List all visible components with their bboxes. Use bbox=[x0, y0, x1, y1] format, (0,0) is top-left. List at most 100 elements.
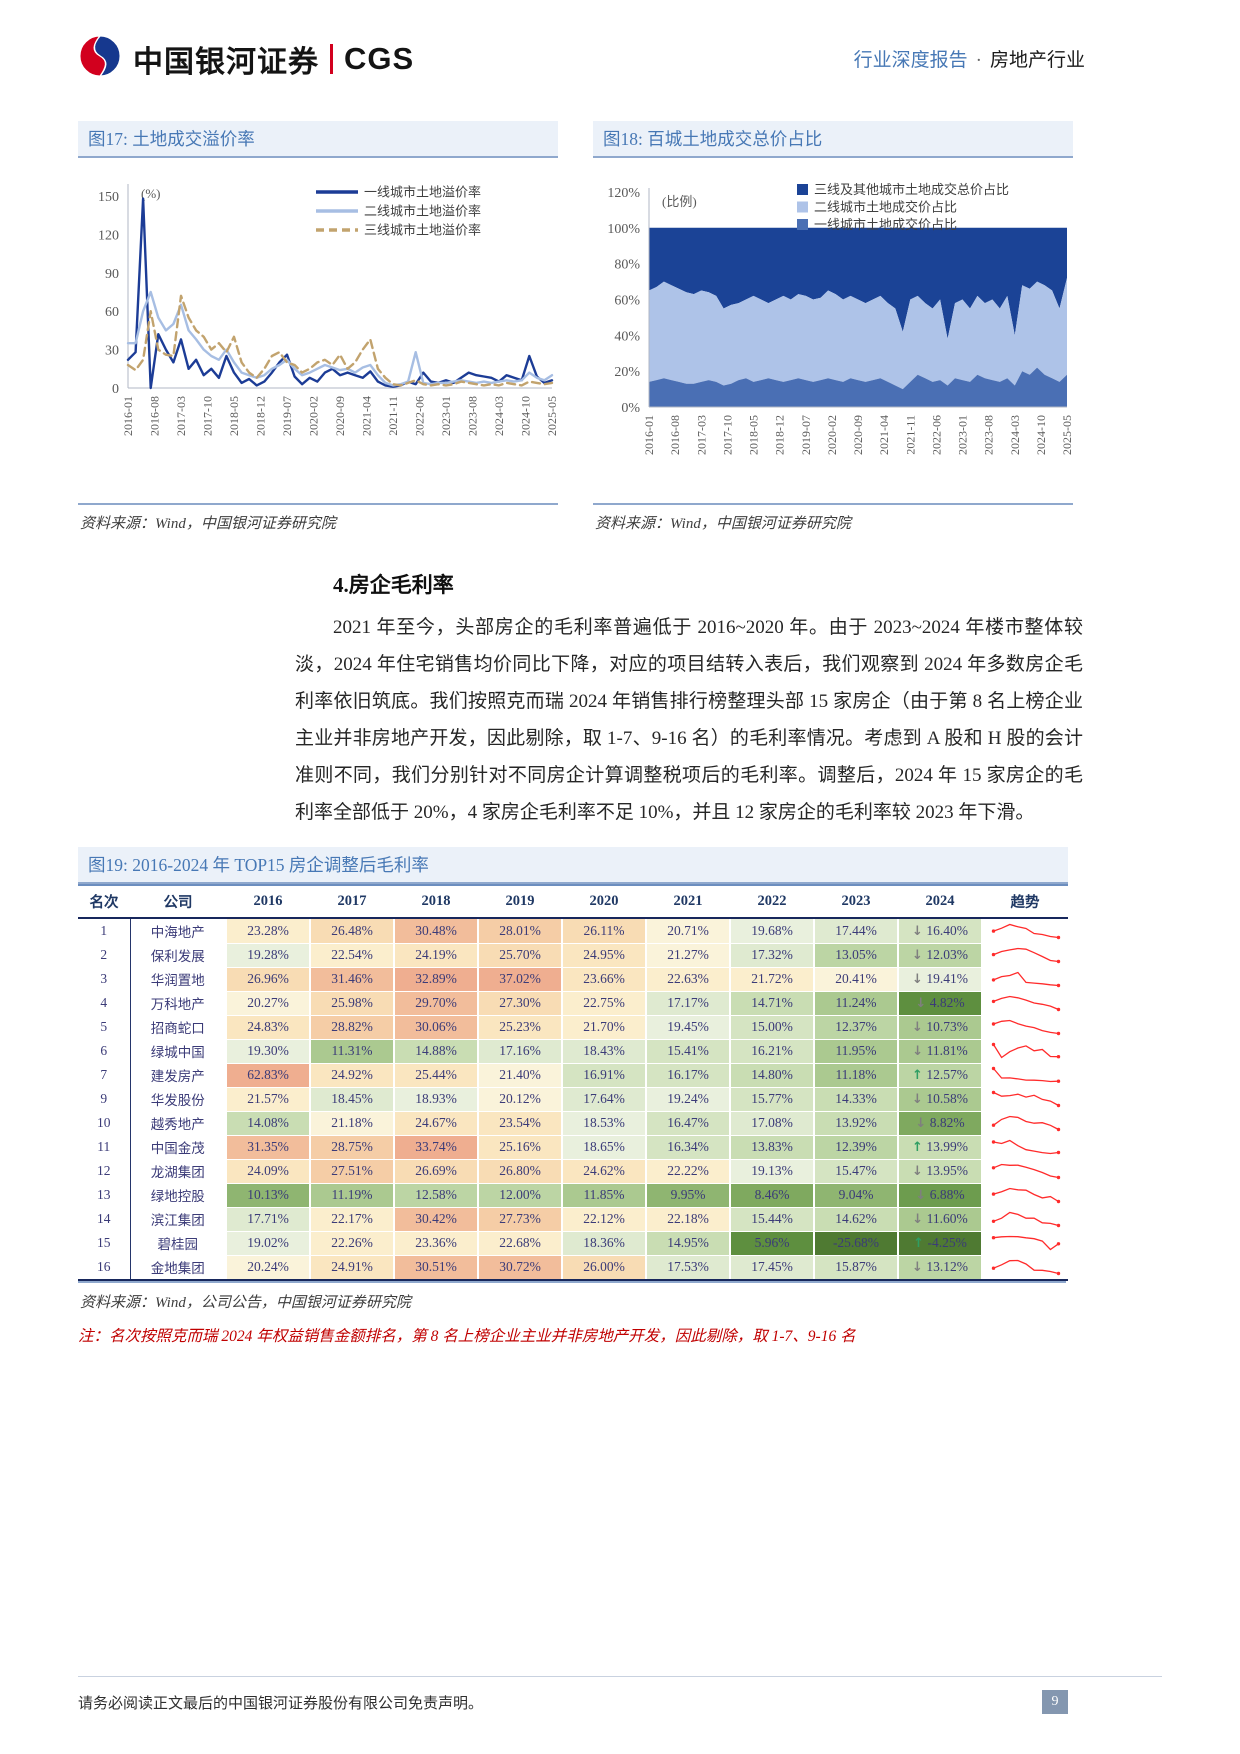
doc-type: 行业深度报告 bbox=[853, 50, 968, 71]
svg-text:0: 0 bbox=[112, 382, 119, 397]
margin-value-cell: 23.36% bbox=[393, 1231, 479, 1256]
margin-value-cell: 15.44% bbox=[729, 1207, 815, 1232]
margin-value-cell: 8.46% bbox=[729, 1183, 815, 1208]
margin-value-cell: 17.16% bbox=[477, 1039, 563, 1064]
figure-17-source: 资料来源：Wind，中国银河证券研究院 bbox=[78, 503, 558, 533]
trend-sparkline bbox=[991, 1211, 1060, 1228]
margin-value-cell: 26.00% bbox=[561, 1255, 647, 1281]
svg-text:2023-01: 2023-01 bbox=[956, 415, 970, 455]
margin-value-cell: ↓ 16.40% bbox=[897, 918, 983, 944]
fig18-area-chart: 0% 20% 40% 60% 80% 100% 120% (比例) 2016-01 2016-08… bbox=[593, 158, 1074, 503]
trend-cell bbox=[982, 1015, 1068, 1039]
margin-value-cell: 17.45% bbox=[729, 1255, 815, 1281]
rank-cell: 4 bbox=[78, 991, 131, 1015]
svg-text:一线城市土地溢价率: 一线城市土地溢价率 bbox=[364, 185, 481, 200]
trend-sparkline bbox=[991, 1090, 1060, 1108]
svg-text:150: 150 bbox=[98, 190, 119, 205]
margin-value-cell: 17.64% bbox=[561, 1087, 647, 1112]
margin-value-cell: 17.32% bbox=[729, 943, 815, 968]
trend-cell bbox=[982, 1087, 1068, 1111]
svg-text:2017-03: 2017-03 bbox=[694, 415, 708, 455]
trend-down-icon: ↓ bbox=[912, 1212, 924, 1227]
trend-cell bbox=[982, 918, 1068, 943]
svg-text:2023-01: 2023-01 bbox=[439, 396, 453, 436]
margin-value-cell: 15.41% bbox=[645, 1039, 731, 1064]
svg-text:二线城市土地溢价率: 二线城市土地溢价率 bbox=[364, 204, 481, 219]
table-column-header: 趋势 bbox=[982, 885, 1068, 919]
company-cell: 中国金茂 bbox=[150, 1141, 205, 1156]
svg-text:2021-04: 2021-04 bbox=[360, 396, 374, 436]
margin-value-cell: 11.24% bbox=[813, 991, 899, 1016]
margin-value-cell: 11.18% bbox=[813, 1063, 899, 1088]
footer-disclaimer: 请务必阅读正文最后的中国银河证券股份有限公司免责声明。 bbox=[78, 1695, 484, 1712]
figure-19-source: 资料来源：Wind，公司公告，中国银河证券研究院 bbox=[78, 1281, 1066, 1312]
margin-value-cell: 19.45% bbox=[645, 1015, 731, 1040]
margin-table: 名次 公司 2016 2017 2018 2019 2020 2021 2022 2023 2024… bbox=[78, 884, 1068, 1281]
table-row: 2 保利发展 19.28% 22.54% 24.19% 25.70% 24.95% 21.27… bbox=[78, 943, 1068, 968]
margin-value-cell: ↓ 11.60% bbox=[897, 1207, 983, 1232]
svg-text:90: 90 bbox=[105, 267, 119, 282]
margin-value-cell: 23.54% bbox=[477, 1111, 563, 1136]
svg-text:40%: 40% bbox=[614, 329, 640, 344]
figure-17: 图17: 土地成交溢价率 0 30 60 90 120 150 (%) 2016-01 2016… bbox=[78, 121, 559, 533]
margin-value-cell: 20.24% bbox=[225, 1255, 311, 1281]
margin-value-cell: 13.05% bbox=[813, 943, 899, 968]
margin-value-cell: 18.93% bbox=[393, 1087, 479, 1112]
svg-text:2024-10: 2024-10 bbox=[519, 396, 533, 436]
trend-down-icon: ↓ bbox=[912, 923, 923, 939]
svg-text:2019-07: 2019-07 bbox=[280, 396, 294, 436]
margin-value-cell: 11.31% bbox=[309, 1039, 395, 1064]
galaxy-swirl-icon bbox=[78, 34, 122, 83]
margin-value-cell: 29.70% bbox=[393, 991, 479, 1016]
margin-value-cell: 25.70% bbox=[477, 943, 563, 968]
margin-value-cell: 14.80% bbox=[729, 1063, 815, 1088]
company-cell: 招商蛇口 bbox=[150, 1021, 205, 1036]
company-cell: 碧桂园 bbox=[157, 1237, 199, 1252]
brand-logo: 中国银河证券 CGS bbox=[78, 34, 414, 83]
rank-cell: 3 bbox=[78, 967, 131, 991]
margin-value-cell: 25.23% bbox=[477, 1015, 563, 1040]
margin-value-cell: 22.12% bbox=[561, 1207, 647, 1232]
margin-value-cell: 19.02% bbox=[225, 1231, 311, 1256]
margin-value-cell: 11.85% bbox=[561, 1183, 647, 1208]
margin-value-cell: 9.04% bbox=[813, 1183, 899, 1208]
margin-value-cell: 27.30% bbox=[477, 991, 563, 1016]
svg-text:0%: 0% bbox=[621, 401, 640, 416]
margin-value-cell: 14.71% bbox=[729, 991, 815, 1016]
svg-text:2018-05: 2018-05 bbox=[227, 396, 241, 436]
svg-text:2021-11: 2021-11 bbox=[386, 396, 400, 436]
trend-down-icon: ↓ bbox=[912, 1092, 923, 1107]
margin-value-cell: 26.96% bbox=[225, 967, 311, 992]
margin-value-cell: 12.39% bbox=[813, 1135, 899, 1160]
trend-cell bbox=[982, 943, 1068, 967]
margin-value-cell: 16.47% bbox=[645, 1111, 731, 1136]
trend-sparkline bbox=[991, 1259, 1060, 1276]
table-row: 16 金地集团 20.24% 24.91% 30.51% 30.72% 26.00% 17.5… bbox=[78, 1255, 1068, 1281]
svg-text:60: 60 bbox=[105, 305, 119, 320]
figure-19-note: 注：名次按照克而瑞 2024 年权益销售金额排名，第 8 名上榜企业主业并非房地… bbox=[78, 1328, 856, 1345]
margin-value-cell: 30.51% bbox=[393, 1255, 479, 1281]
figure-19: 图19: 2016-2024 年 TOP15 房企调整后毛利率 名次 公司 2016… bbox=[78, 847, 1068, 1346]
trend-down-icon: ↓ bbox=[912, 1164, 923, 1179]
trend-sparkline bbox=[991, 971, 1060, 988]
rank-cell: 11 bbox=[78, 1135, 131, 1159]
svg-text:2021-11: 2021-11 bbox=[903, 415, 917, 455]
company-cell: 建发房产 bbox=[150, 1069, 205, 1084]
trend-sparkline bbox=[991, 1163, 1060, 1180]
margin-value-cell: 21.40% bbox=[477, 1063, 563, 1088]
svg-text:80%: 80% bbox=[614, 258, 640, 273]
margin-value-cell: 15.87% bbox=[813, 1255, 899, 1281]
svg-text:2023-08: 2023-08 bbox=[982, 415, 996, 455]
rank-cell: 14 bbox=[78, 1207, 131, 1231]
margin-value-cell: 15.47% bbox=[813, 1159, 899, 1184]
brand-divider bbox=[330, 43, 333, 74]
margin-value-cell: 30.42% bbox=[393, 1207, 479, 1232]
section-paragraph: 2021 年至今，头部房企的毛利率普遍低于 2016~2020 年。由于 202… bbox=[295, 617, 1083, 823]
company-cell: 绿城中国 bbox=[150, 1045, 205, 1060]
margin-value-cell: 19.68% bbox=[729, 918, 815, 944]
margin-value-cell: 19.13% bbox=[729, 1159, 815, 1184]
margin-value-cell: ↓ 4.82% bbox=[897, 991, 983, 1016]
margin-value-cell: 20.41% bbox=[813, 967, 899, 992]
svg-text:2020-02: 2020-02 bbox=[825, 415, 839, 455]
